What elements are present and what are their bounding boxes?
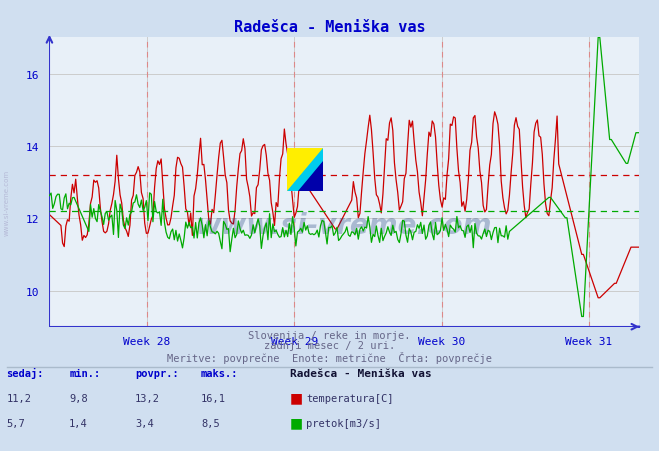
Text: temperatura[C]: temperatura[C] <box>306 393 394 403</box>
Text: zadnji mesec / 2 uri.: zadnji mesec / 2 uri. <box>264 341 395 350</box>
Text: 8,5: 8,5 <box>201 418 219 428</box>
Text: pretok[m3/s]: pretok[m3/s] <box>306 418 382 428</box>
Text: 3,4: 3,4 <box>135 418 154 428</box>
Text: www.si-vreme.com: www.si-vreme.com <box>196 212 492 240</box>
Polygon shape <box>298 162 323 192</box>
Text: min.:: min.: <box>69 368 100 378</box>
Text: 1,4: 1,4 <box>69 418 88 428</box>
Text: sedaj:: sedaj: <box>7 368 44 378</box>
Text: ■: ■ <box>290 415 303 429</box>
Text: Radešca - Meniška vas: Radešca - Meniška vas <box>234 20 425 35</box>
Text: povpr.:: povpr.: <box>135 368 179 378</box>
Text: Meritve: povprečne  Enote: metrične  Črta: povprečje: Meritve: povprečne Enote: metrične Črta:… <box>167 351 492 363</box>
Text: ■: ■ <box>290 391 303 405</box>
Text: 9,8: 9,8 <box>69 393 88 403</box>
Text: www.si-vreme.com: www.si-vreme.com <box>3 170 9 236</box>
Text: 11,2: 11,2 <box>7 393 32 403</box>
Text: 13,2: 13,2 <box>135 393 160 403</box>
Polygon shape <box>287 149 323 192</box>
Text: Slovenija / reke in morje.: Slovenija / reke in morje. <box>248 330 411 340</box>
Polygon shape <box>287 149 323 192</box>
Text: 16,1: 16,1 <box>201 393 226 403</box>
Text: maks.:: maks.: <box>201 368 239 378</box>
Text: Radešca - Meniška vas: Radešca - Meniška vas <box>290 368 432 378</box>
Text: 5,7: 5,7 <box>7 418 25 428</box>
